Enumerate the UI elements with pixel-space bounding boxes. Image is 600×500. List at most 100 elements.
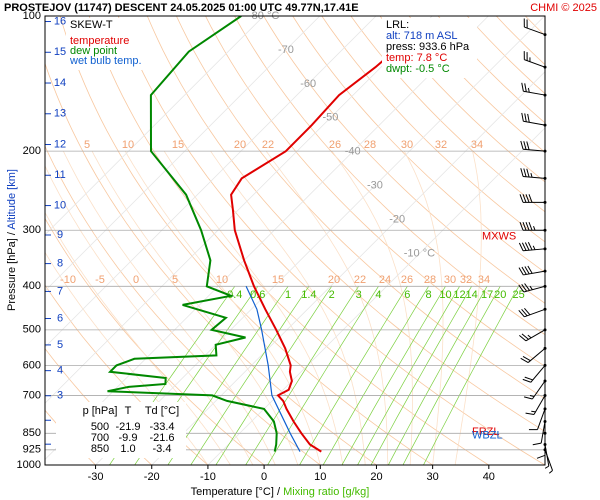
isotherm [45, 16, 321, 292]
x-tick-label: -30 [88, 471, 104, 483]
table-cell: 1.0 [120, 443, 135, 455]
barb-staff [524, 308, 546, 318]
x-tick-label: 0 [261, 471, 267, 483]
barb-feather [518, 310, 525, 318]
adiabat-label: 32 [460, 274, 472, 286]
x-label-sep: / [277, 486, 281, 498]
barb-staff [531, 380, 546, 400]
isotherm [94, 16, 545, 465]
barb-dot [543, 123, 547, 127]
isotherm-label: -50 [322, 112, 338, 124]
altitude-label: 6 [57, 312, 63, 324]
barb-dot [543, 93, 547, 97]
barb-feather [528, 222, 533, 231]
adiabat-label: -5 [95, 274, 105, 286]
isotherm-label: -40 [345, 146, 361, 158]
altitude-label: 12 [54, 138, 66, 150]
wind-barb [519, 222, 547, 232]
x-tick-label: -20 [144, 471, 160, 483]
barb-feather [521, 333, 529, 340]
wind-barb [522, 363, 547, 383]
lrl-title: LRL: [386, 19, 409, 31]
barb-dot [543, 442, 547, 446]
legend-entry: wet bulb temp. [69, 55, 142, 67]
wind-barb [543, 448, 553, 474]
adiabat-label: 15 [172, 139, 184, 151]
barb-staff [523, 148, 546, 152]
lrl-dwpt: dwpt: -0.5 °C [386, 63, 450, 75]
adiabat-label: 32 [435, 139, 447, 151]
barb-staff [523, 120, 546, 126]
altitude-label: 3 [57, 390, 63, 402]
barb-feather [521, 112, 524, 122]
barb-feather [527, 113, 530, 123]
barb-half [527, 87, 530, 93]
altitude-label: 9 [57, 229, 63, 241]
adiabat-label: -10 [60, 274, 76, 286]
barb-feather [527, 265, 533, 274]
mixing-ratio-line [190, 286, 310, 465]
barb-staff [523, 248, 546, 252]
isotherm [45, 16, 433, 404]
barb-staff [525, 329, 546, 342]
barb-staff [530, 365, 546, 383]
wind-barb [528, 407, 547, 431]
wind-barb [521, 82, 547, 97]
mixing-ratio-label: 14 [466, 289, 478, 301]
table-cell: -21.9 [115, 421, 140, 433]
barb-feather [519, 222, 524, 231]
mixing-ratio-label: 8 [426, 289, 432, 301]
barb-staff [523, 176, 546, 179]
table-header: Td [°C] [145, 405, 179, 417]
adiabat-label: 5 [172, 274, 178, 286]
wind-barb [523, 379, 547, 400]
dry-adiabat [263, 16, 545, 304]
profile-line [230, 49, 397, 453]
barb-dot [543, 269, 547, 273]
x-label-temperature: Temperature [°C] [191, 486, 274, 498]
barb-feather [525, 412, 535, 415]
barb-half [527, 334, 532, 339]
y-tick-label: 700 [23, 389, 41, 401]
dry-adiabat [45, 284, 209, 465]
barb-feather [524, 266, 530, 275]
adiabat-label: 15 [272, 274, 284, 286]
barb-feather [518, 267, 524, 276]
mixing-ratio-label: 3 [356, 289, 362, 301]
wind-barb [521, 112, 547, 127]
barb-dot [543, 448, 547, 452]
barb-feather [520, 140, 524, 150]
y-tick-label: 200 [23, 145, 41, 157]
barb-feather [523, 396, 533, 400]
barb-feather [524, 283, 530, 291]
barb-feather [524, 307, 531, 316]
table-cell: -33.4 [149, 421, 174, 433]
barb-dot [543, 379, 547, 383]
barb-staff [523, 270, 546, 276]
adiabat-label: 26 [401, 274, 413, 286]
mixing-ratio-label: 2 [329, 289, 335, 301]
barb-dot [543, 228, 547, 232]
adiabat-label: 22 [354, 274, 366, 286]
barb-half [533, 226, 536, 231]
table-cell: 500 [91, 421, 109, 433]
barb-half [532, 245, 536, 250]
barb-staff [523, 285, 546, 293]
barb-feather [536, 454, 546, 459]
barb-feather [520, 168, 524, 177]
mixing-ratio-line [245, 286, 359, 465]
barb-half [529, 395, 535, 398]
y-axis-label: Pressure [hPa] / Altitude [km] [6, 169, 18, 311]
barb-half [531, 410, 536, 413]
barb-feather [522, 194, 527, 203]
barb-feather [518, 242, 524, 251]
mixing-ratio-label: 10 [439, 289, 451, 301]
barb-staff [533, 395, 546, 415]
x-label-mixing: Mixing ratio [g/kg] [283, 486, 369, 498]
chart-title: PROSTEJOV (11747) DESCENT 24.05.2025 01:… [4, 2, 359, 14]
barb-half [530, 173, 533, 178]
adiabat-label: 10 [216, 274, 228, 286]
lrl-press: press: 933.6 hPa [386, 41, 470, 53]
altitude-label: 5 [57, 339, 63, 351]
altitude-label: 11 [54, 169, 65, 181]
